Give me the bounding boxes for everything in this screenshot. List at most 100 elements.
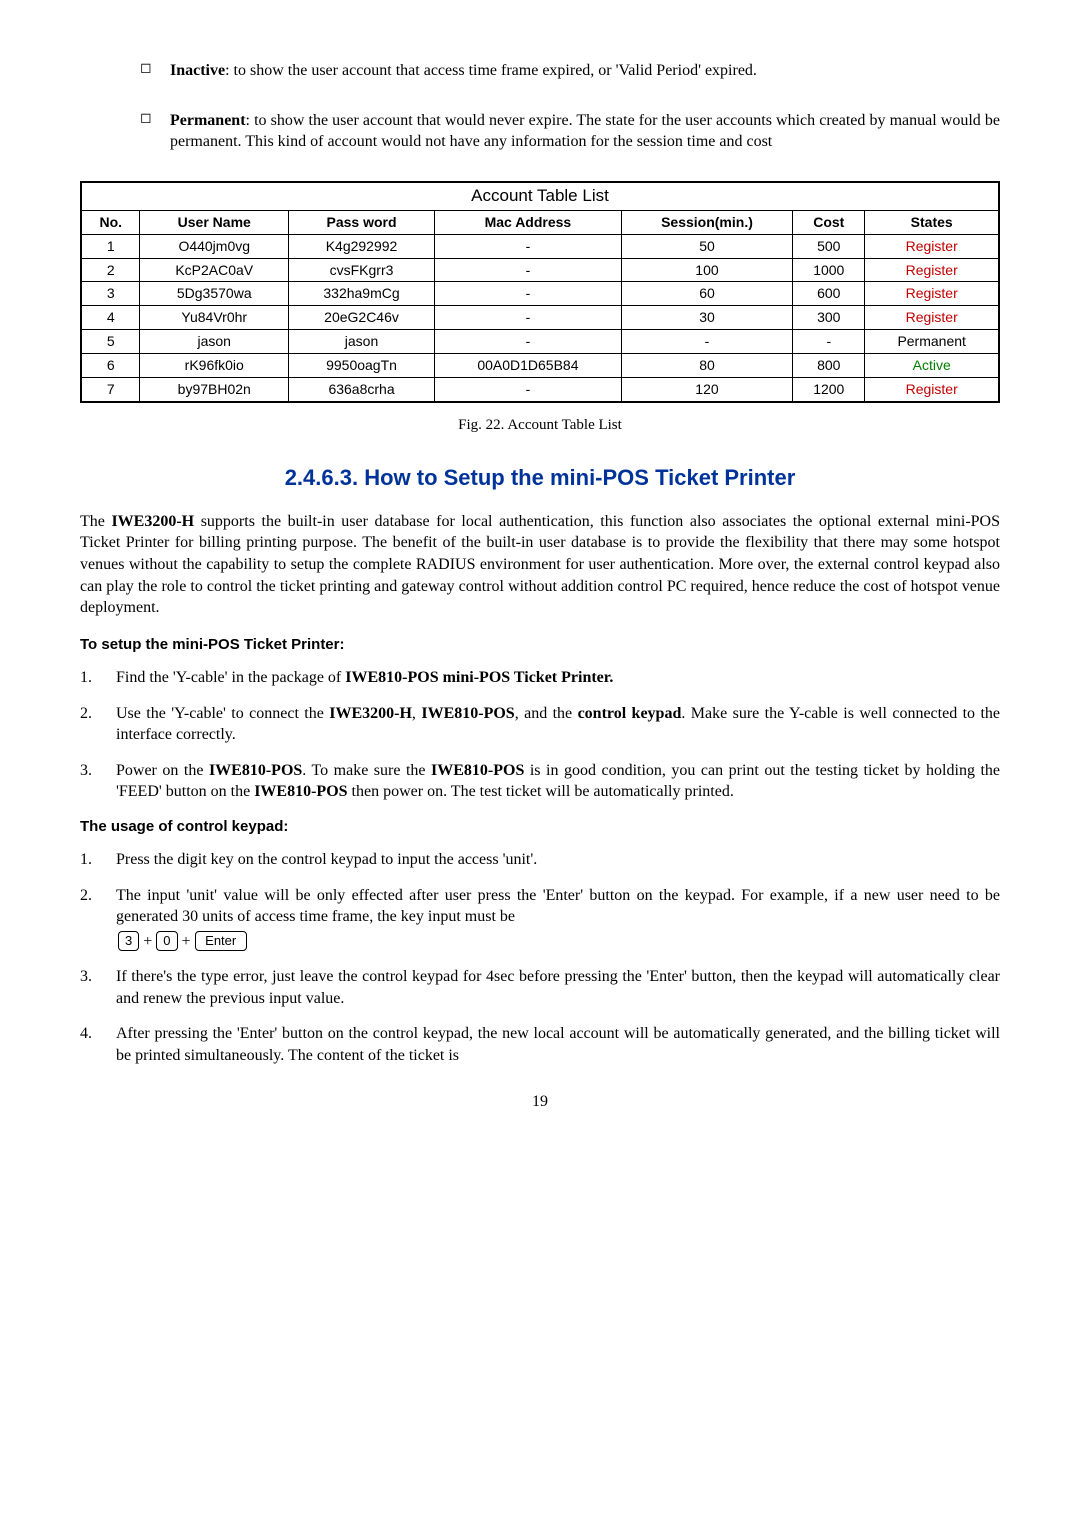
figure-caption: Fig. 22. Account Table List [80, 415, 1000, 435]
table-title: Account Table List [81, 182, 999, 210]
cell-user: KcP2AC0aV [140, 258, 289, 282]
list-text: Find the 'Y-cable' in the package of IWE… [116, 667, 1000, 689]
table-row: 5jasonjason---Permanent [81, 330, 999, 354]
list-text: Power on the IWE810-POS. To make sure th… [116, 760, 1000, 803]
cell-user: Yu84Vr0hr [140, 306, 289, 330]
setup-list: 1.Find the 'Y-cable' in the package of I… [80, 667, 1000, 803]
list-number: 2. [80, 703, 116, 746]
cell-no: 7 [81, 377, 140, 401]
cell-session: 50 [621, 234, 792, 258]
bullet-icon: ◻ [140, 110, 170, 153]
col-cost: Cost [793, 210, 865, 234]
col-user: User Name [140, 210, 289, 234]
list-text: Use the 'Y-cable' to connect the IWE3200… [116, 703, 1000, 746]
table-row: 6rK96fk0io9950oagTn00A0D1D65B8480800Acti… [81, 354, 999, 378]
usage-list: 1.Press the digit key on the control key… [80, 849, 1000, 1066]
cell-state: Register [865, 306, 999, 330]
cell-user: jason [140, 330, 289, 354]
bullet-permanent: ◻ Permanent: to show the user account th… [140, 110, 1000, 153]
cell-no: 3 [81, 282, 140, 306]
cell-state: Register [865, 258, 999, 282]
table-row: 4Yu84Vr0hr20eG2C46v-30300Register [81, 306, 999, 330]
cell-mac: - [435, 234, 622, 258]
cell-no: 2 [81, 258, 140, 282]
table-row: 7by97BH02n636a8crha-1201200Register [81, 377, 999, 401]
section-heading: 2.4.6.3. How to Setup the mini-POS Ticke… [80, 463, 1000, 493]
col-pass: Pass word [289, 210, 435, 234]
list-number: 4. [80, 1023, 116, 1066]
subhead-usage: The usage of control keypad: [80, 817, 1000, 837]
list-item: 4.After pressing the 'Enter' button on t… [80, 1023, 1000, 1066]
cell-pass: K4g292992 [289, 234, 435, 258]
cell-state: Register [865, 377, 999, 401]
cell-pass: jason [289, 330, 435, 354]
list-number: 1. [80, 849, 116, 871]
list-item: 3.Power on the IWE810-POS. To make sure … [80, 760, 1000, 803]
table-header-row: No. User Name Pass word Mac Address Sess… [81, 210, 999, 234]
cell-mac: - [435, 306, 622, 330]
list-item: 1.Press the digit key on the control key… [80, 849, 1000, 871]
cell-pass: 20eG2C46v [289, 306, 435, 330]
list-number: 3. [80, 966, 116, 1009]
cell-no: 6 [81, 354, 140, 378]
cell-cost: 1200 [793, 377, 865, 401]
cell-state: Register [865, 282, 999, 306]
bullet-text: Inactive: to show the user account that … [170, 60, 1000, 82]
cell-no: 5 [81, 330, 140, 354]
list-item: 1.Find the 'Y-cable' in the package of I… [80, 667, 1000, 689]
cell-cost: 600 [793, 282, 865, 306]
cell-session: 30 [621, 306, 792, 330]
cell-session: 80 [621, 354, 792, 378]
col-session: Session(min.) [621, 210, 792, 234]
cell-pass: 332ha9mCg [289, 282, 435, 306]
bullet-text: Permanent: to show the user account that… [170, 110, 1000, 153]
cell-mac: - [435, 377, 622, 401]
cell-session: - [621, 330, 792, 354]
list-item: 2.Use the 'Y-cable' to connect the IWE32… [80, 703, 1000, 746]
cell-mac: 00A0D1D65B84 [435, 354, 622, 378]
list-text: Press the digit key on the control keypa… [116, 849, 1000, 871]
cell-state: Permanent [865, 330, 999, 354]
col-no: No. [81, 210, 140, 234]
list-text: After pressing the 'Enter' button on the… [116, 1023, 1000, 1066]
cell-user: rK96fk0io [140, 354, 289, 378]
cell-session: 100 [621, 258, 792, 282]
list-number: 2. [80, 885, 116, 952]
table-row: 2KcP2AC0aVcvsFKgrr3-1001000Register [81, 258, 999, 282]
cell-user: O440jm0vg [140, 234, 289, 258]
cell-user: by97BH02n [140, 377, 289, 401]
cell-no: 1 [81, 234, 140, 258]
list-text: The input 'unit' value will be only effe… [116, 885, 1000, 952]
list-number: 3. [80, 760, 116, 803]
cell-state: Register [865, 234, 999, 258]
cell-user: 5Dg3570wa [140, 282, 289, 306]
page-number: 19 [80, 1091, 1000, 1113]
table-row: 35Dg3570wa332ha9mCg-60600Register [81, 282, 999, 306]
cell-cost: 1000 [793, 258, 865, 282]
bullet-label: Inactive [170, 62, 225, 79]
cell-session: 60 [621, 282, 792, 306]
table-row: 1O440jm0vgK4g292992-50500Register [81, 234, 999, 258]
cell-pass: 9950oagTn [289, 354, 435, 378]
bullet-icon: ◻ [140, 60, 170, 82]
col-mac: Mac Address [435, 210, 622, 234]
intro-paragraph: The IWE3200-H supports the built-in user… [80, 511, 1000, 619]
cell-pass: 636a8crha [289, 377, 435, 401]
cell-pass: cvsFKgrr3 [289, 258, 435, 282]
list-text: If there's the type error, just leave th… [116, 966, 1000, 1009]
cell-no: 4 [81, 306, 140, 330]
bullet-inactive: ◻ Inactive: to show the user account tha… [140, 60, 1000, 82]
cell-cost: 800 [793, 354, 865, 378]
col-states: States [865, 210, 999, 234]
cell-mac: - [435, 282, 622, 306]
list-number: 1. [80, 667, 116, 689]
list-item: 3.If there's the type error, just leave … [80, 966, 1000, 1009]
bullet-label: Permanent [170, 112, 246, 129]
list-item: 2.The input 'unit' value will be only ef… [80, 885, 1000, 952]
cell-cost: - [793, 330, 865, 354]
cell-cost: 500 [793, 234, 865, 258]
cell-mac: - [435, 330, 622, 354]
cell-mac: - [435, 258, 622, 282]
cell-state: Active [865, 354, 999, 378]
cell-session: 120 [621, 377, 792, 401]
